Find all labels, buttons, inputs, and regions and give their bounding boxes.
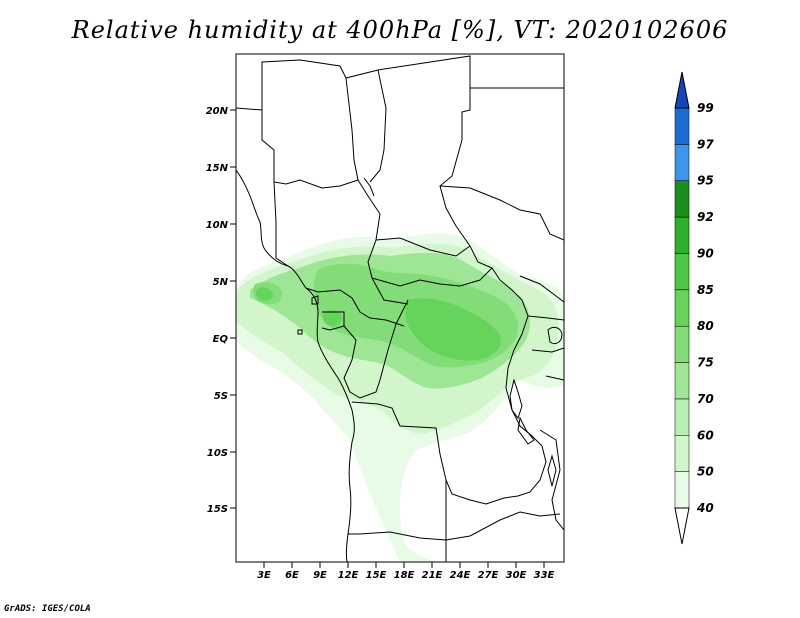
- map-title: Relative humidity at 400hPa [%], VT: 202…: [71, 16, 729, 44]
- colorbar-min-arrow: [674, 507, 690, 545]
- lon-label: 12E: [338, 570, 359, 581]
- lat-label: 5S: [214, 391, 228, 402]
- lat-label: 15N: [206, 163, 229, 174]
- lat-label: EQ: [213, 334, 229, 345]
- colorbar-label: 95: [697, 174, 714, 188]
- colorbar-label: 70: [697, 392, 714, 406]
- lon-label: 6E: [285, 570, 299, 581]
- lon-label: 18E: [394, 570, 415, 581]
- colorbar-segment: [674, 180, 690, 218]
- colorbar-label: 90: [697, 246, 714, 260]
- lon-label: 27E: [478, 570, 499, 581]
- lon-label: 3E: [257, 570, 271, 581]
- longitude-axis: 3E 6E 9E 12E 15E 18E 21E 24E 27E 30E 33E: [257, 562, 555, 581]
- colorbar-segment: [674, 253, 690, 291]
- colorbar-label: 40: [696, 501, 714, 515]
- colorbar-segment: [674, 216, 690, 254]
- rh-region-85c: [323, 310, 342, 327]
- colorbar-segment: [674, 362, 690, 400]
- colorbar-label: 97: [697, 137, 714, 151]
- lon-label: 33E: [534, 570, 555, 581]
- humidity-shading: [236, 233, 564, 562]
- lat-label: 20N: [206, 106, 229, 117]
- lon-label: 24E: [450, 570, 471, 581]
- lat-label: 10N: [206, 220, 229, 231]
- colorbar-label: 92: [697, 210, 714, 224]
- colorbar-label: 99: [697, 101, 714, 115]
- colorbar-segment: [674, 144, 690, 181]
- colorbar-segment: [674, 289, 690, 327]
- colorbar-max-arrow: [674, 71, 690, 109]
- map-frame: [235, 53, 565, 563]
- lat-label: 15S: [207, 504, 228, 515]
- colorbar-segment: [674, 107, 690, 145]
- country-borders: [236, 55, 564, 562]
- colorbar-label: 60: [697, 428, 714, 442]
- lat-label: 10S: [207, 448, 228, 459]
- colorbar-label: 50: [697, 465, 714, 479]
- rh-region-85b: [255, 287, 273, 301]
- colorbar-segment: [674, 435, 690, 472]
- rh-region-85: [405, 298, 501, 361]
- colorbar-segment: [674, 325, 690, 363]
- lon-label: 9E: [313, 570, 327, 581]
- colorbar-label: 80: [697, 319, 714, 333]
- colorbar-segment: [674, 471, 690, 509]
- latitude-axis: 20N 15N 10N 5N EQ 5S 10S 15S: [206, 106, 236, 515]
- lat-label: 5N: [213, 277, 229, 288]
- colorbar-label: 75: [697, 356, 714, 370]
- lon-label: 15E: [366, 570, 387, 581]
- lon-label: 21E: [422, 570, 443, 581]
- lon-label: 30E: [506, 570, 527, 581]
- colorbar: 40 50 60 70 75 80 85 90 92 95 97 99: [674, 71, 714, 545]
- colorbar-label: 85: [697, 283, 714, 297]
- credit-label: GrADS: IGES/COLA: [4, 604, 91, 614]
- colorbar-segment: [674, 398, 690, 436]
